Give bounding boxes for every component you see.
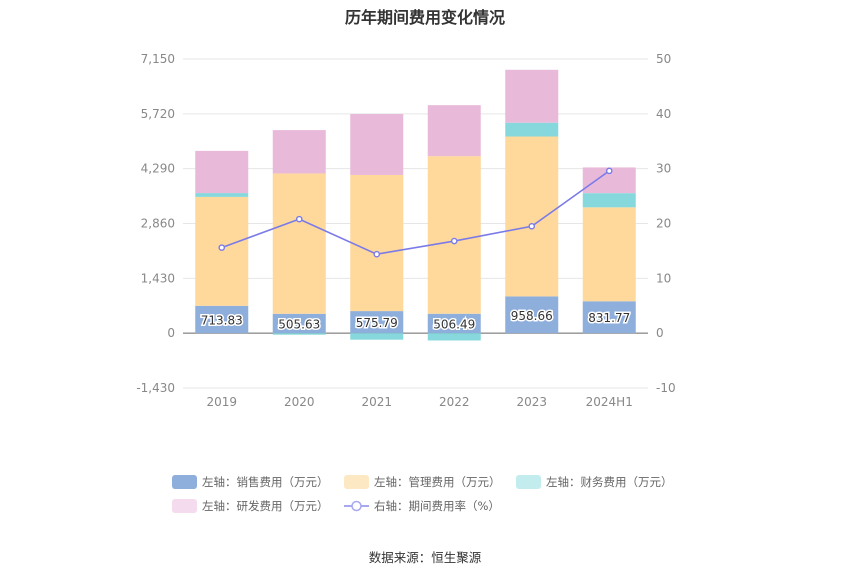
bar-segment bbox=[427, 313, 481, 334]
right-axis-tick-label: -10 bbox=[656, 381, 676, 395]
legend-label-expense-ratio: 右轴：期间费用率（%） bbox=[374, 499, 500, 513]
left-axis-tick-label: 1,430 bbox=[141, 271, 175, 285]
bar-segment bbox=[427, 333, 481, 341]
legend-swatch-rnd bbox=[172, 499, 197, 513]
left-axis-tick-label: -1,430 bbox=[136, 381, 175, 395]
left-axis-tick-label: 7,150 bbox=[141, 52, 175, 66]
expense-ratio-point bbox=[218, 244, 226, 251]
legend-label-finance: 左轴：财务费用（万元） bbox=[546, 475, 673, 489]
left-axis-tick-label: 5,720 bbox=[141, 107, 175, 121]
bar-segment bbox=[272, 333, 326, 335]
bar-segment bbox=[582, 207, 636, 302]
bar-segment bbox=[582, 301, 636, 334]
expense-ratio-point bbox=[295, 215, 303, 223]
legend-swatch-sales bbox=[172, 475, 197, 489]
bar-segment bbox=[505, 69, 559, 123]
left-axis-tick-label: 4,290 bbox=[141, 162, 175, 176]
bar-data-label: 713.83 bbox=[201, 313, 243, 327]
source-note: 数据来源：恒生聚源 bbox=[368, 550, 482, 565]
x-axis-tick-label: 2024H1 bbox=[586, 395, 633, 409]
bar-segment bbox=[505, 122, 559, 137]
bar-segment bbox=[272, 173, 326, 314]
chart-title: 历年期间费用变化情况 bbox=[344, 8, 505, 27]
x-axis-tick-label: 2019 bbox=[206, 395, 237, 409]
bar-segment bbox=[350, 113, 404, 175]
bar-segment bbox=[350, 311, 404, 334]
right-axis-tick-label: 0 bbox=[656, 326, 664, 340]
legend-line-marker-icon bbox=[344, 500, 369, 512]
bar-segment bbox=[505, 136, 559, 297]
bar-segment bbox=[427, 156, 481, 314]
expense-ratio-point bbox=[605, 167, 613, 175]
legend-item-rnd[interactable]: 左轴：研发费用（万元） bbox=[172, 498, 329, 514]
bar-segment bbox=[195, 196, 249, 306]
left-axis-tick-label: 0 bbox=[167, 326, 175, 340]
legend-label-admin: 左轴：管理费用（万元） bbox=[374, 475, 501, 489]
bar-segment bbox=[505, 296, 559, 334]
legend-label-sales: 左轴：销售费用（万元） bbox=[202, 475, 329, 489]
x-axis-tick-label: 2020 bbox=[284, 395, 315, 409]
right-axis-tick-label: 50 bbox=[656, 52, 671, 66]
legend-item-expense-ratio[interactable]: 右轴：期间费用率（%） bbox=[344, 498, 500, 514]
x-axis-tick-label: 2022 bbox=[439, 395, 470, 409]
legend-swatch-finance bbox=[516, 475, 541, 489]
right-axis-tick-label: 10 bbox=[656, 271, 671, 285]
bar-segment bbox=[195, 150, 249, 194]
legend-item-finance[interactable]: 左轴：财务费用（万元） bbox=[516, 474, 673, 490]
bar-segment bbox=[195, 193, 249, 197]
expense-ratio-point bbox=[450, 237, 458, 245]
bar-segment bbox=[350, 333, 404, 340]
expense-ratio-line bbox=[221, 170, 610, 256]
x-axis-tick-label: 2021 bbox=[361, 395, 392, 409]
bar-segment bbox=[350, 174, 404, 312]
bar-segment bbox=[582, 193, 636, 208]
bar-series-group bbox=[195, 69, 636, 341]
bar-data-label: 831.77 bbox=[588, 311, 630, 325]
bar-data-label: 958.66 bbox=[511, 309, 553, 323]
bar-segment bbox=[427, 105, 481, 157]
bar-data-label: 505.63 bbox=[278, 317, 320, 331]
legend-item-admin[interactable]: 左轴：管理费用（万元） bbox=[344, 474, 501, 490]
expense-ratio-point bbox=[373, 250, 381, 258]
legend-swatch-admin bbox=[344, 475, 369, 489]
line-series-group bbox=[218, 167, 613, 258]
expense-ratio-point bbox=[528, 222, 536, 230]
legend-item-sales[interactable]: 左轴：销售费用（万元） bbox=[172, 474, 329, 490]
left-axis-tick-label: 2,860 bbox=[141, 217, 175, 231]
right-axis-tick-label: 30 bbox=[656, 162, 671, 176]
bar-segment bbox=[272, 130, 326, 174]
bar-data-label: 506.49 bbox=[433, 317, 475, 331]
legend-label-rnd: 左轴：研发费用（万元） bbox=[202, 499, 329, 513]
right-axis-tick-label: 40 bbox=[656, 107, 671, 121]
bar-segment bbox=[195, 305, 249, 334]
grid-lines bbox=[183, 58, 648, 389]
axes-group: 7,150 50 5,720 40 4,290 30 2,860 20 1,430 10 0 0 -1,… bbox=[136, 52, 675, 409]
bar-segment bbox=[272, 313, 326, 334]
x-axis-tick-label: 2023 bbox=[516, 395, 547, 409]
data-labels-group: 713.83 505.63 575.79 506.49 958.66 831.77 bbox=[199, 307, 632, 333]
right-axis-tick-label: 20 bbox=[656, 217, 671, 231]
bar-data-label: 575.79 bbox=[356, 316, 398, 330]
